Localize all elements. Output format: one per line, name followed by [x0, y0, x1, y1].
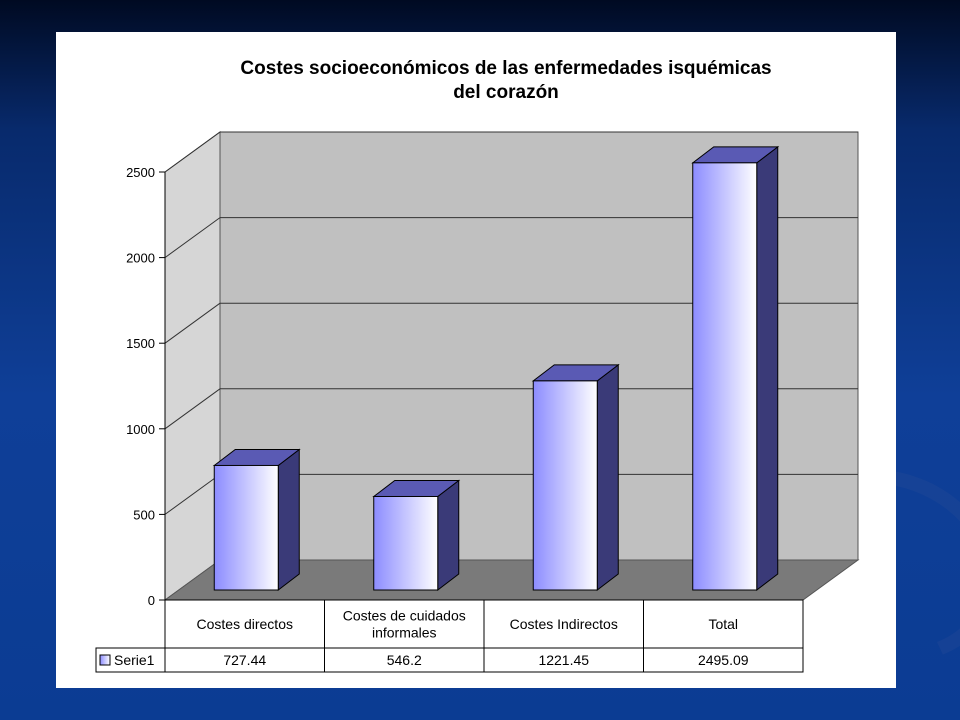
data-value-label: 727.44 [223, 652, 266, 668]
chart-side-wall [164, 131, 221, 601]
y-tick-label: 1000 [126, 422, 155, 437]
chart-title-line-1: Costes socioeconómicos de las enfermedad… [240, 58, 771, 79]
x-category-label: Costes directos [197, 616, 293, 632]
bar-side [756, 145, 779, 592]
y-tick-label: 2000 [126, 251, 155, 266]
legend-swatch [99, 654, 111, 666]
gridline-side [164, 217, 221, 259]
bar [213, 464, 279, 591]
y-tick-label: 2500 [126, 165, 155, 180]
gridline-side [164, 473, 221, 515]
x-category-label: Costes Indirectos [510, 616, 618, 632]
bar [373, 495, 439, 591]
gridline-side [164, 131, 221, 173]
y-tick-label: 0 [148, 593, 155, 608]
bar [532, 380, 598, 591]
data-value-label: 2495.09 [698, 652, 749, 668]
data-table-value-row [95, 647, 804, 673]
x-category-label: informales [372, 625, 437, 641]
bar [692, 162, 758, 591]
chart-title-line-2: del corazón [453, 82, 559, 103]
y-tick-label: 1500 [126, 336, 155, 351]
bar-side [596, 363, 619, 592]
x-category-label: Costes de cuidados [343, 608, 466, 624]
gridline-side [164, 302, 221, 344]
data-value-label: 546.2 [387, 652, 422, 668]
x-category-label: Total [708, 616, 738, 632]
bar-side [437, 479, 460, 592]
data-value-label: 1221.45 [538, 652, 589, 668]
chart-panel: Costes socioeconómicos de las enfermedad… [56, 32, 896, 688]
legend-series-name: Serie1 [114, 652, 155, 668]
bar-chart: Costes socioeconómicos de las enfermedad… [95, 58, 860, 673]
gridline-side [164, 388, 221, 430]
y-tick-label: 500 [133, 507, 155, 522]
bar-side [277, 448, 300, 592]
